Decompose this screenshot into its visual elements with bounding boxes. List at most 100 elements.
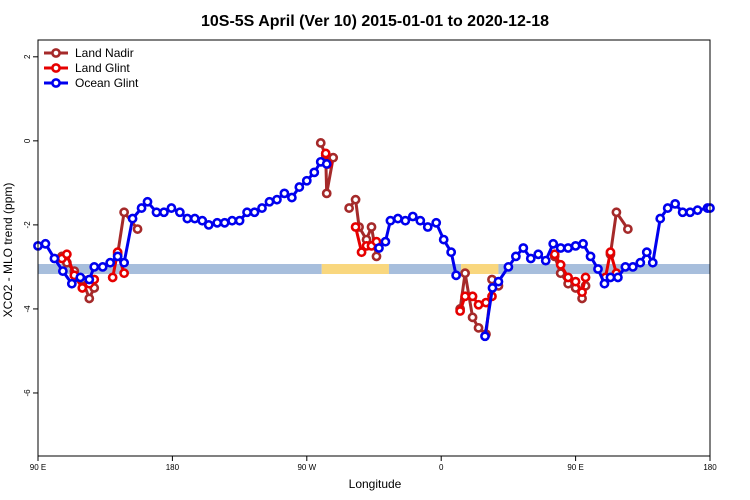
data-point <box>197 215 208 226</box>
data-point <box>371 251 382 262</box>
data-point <box>487 283 498 293</box>
data-point <box>257 203 267 213</box>
legend-entry-label: Land Glint <box>75 61 130 75</box>
data-point <box>142 196 153 207</box>
data-point <box>467 291 478 302</box>
data-point <box>503 262 514 272</box>
data-point <box>84 274 95 285</box>
data-point <box>580 272 591 283</box>
y-axis: 2 0 -2 -4 -6 <box>23 54 38 397</box>
data-point <box>685 207 695 218</box>
data-point <box>49 253 60 264</box>
data-point <box>670 198 681 209</box>
data-point <box>620 262 631 272</box>
band-segment-1 <box>321 264 389 275</box>
data-point <box>182 213 193 224</box>
data-point <box>446 247 457 258</box>
data-point <box>577 287 587 298</box>
data-point <box>593 264 603 274</box>
data-point <box>415 215 426 226</box>
legend-swatch-marker <box>51 63 61 73</box>
data-point <box>264 196 275 207</box>
data-point <box>407 211 418 222</box>
data-point <box>219 217 230 228</box>
data-point <box>75 272 86 283</box>
data-point <box>309 167 320 178</box>
data-point <box>66 278 77 289</box>
series-layer <box>33 138 715 342</box>
legend-swatch-marker <box>51 78 61 88</box>
data-point <box>525 253 536 264</box>
y-tick-label: -4 <box>23 305 32 313</box>
data-point <box>627 262 638 272</box>
x-tick-label: 90 W <box>297 463 316 472</box>
x-tick-label: 90 E <box>30 463 46 472</box>
data-point <box>578 238 588 249</box>
data-point <box>555 243 566 253</box>
data-point <box>374 243 384 253</box>
data-point <box>605 272 616 283</box>
data-point <box>366 222 377 232</box>
series-ocean-glint <box>33 156 715 342</box>
data-point <box>301 175 312 186</box>
data-point <box>622 224 633 234</box>
data-point <box>119 268 130 279</box>
data-point <box>321 159 332 169</box>
data-point <box>677 207 688 218</box>
data-point <box>166 203 177 213</box>
data-point <box>279 188 290 199</box>
data-point <box>460 268 470 279</box>
data-point <box>455 306 466 316</box>
data-point <box>97 262 108 272</box>
data-point <box>438 234 449 245</box>
data-point <box>518 243 529 253</box>
data-point <box>249 207 260 218</box>
data-point <box>480 331 490 342</box>
data-point <box>57 266 68 277</box>
band-segment-3 <box>461 264 499 275</box>
data-point <box>356 247 367 258</box>
band-segment-2 <box>388 264 462 275</box>
reference-band <box>38 264 710 275</box>
data-point <box>662 203 673 213</box>
data-point <box>400 215 411 226</box>
data-point <box>451 270 462 281</box>
data-point <box>105 257 116 268</box>
legend-swatch-marker <box>51 48 61 58</box>
data-point <box>203 219 214 230</box>
band-segment-4 <box>498 264 710 275</box>
y-tick-label: -6 <box>23 389 32 397</box>
data-point <box>585 251 596 262</box>
data-point <box>613 272 623 283</box>
data-point <box>272 194 282 205</box>
data-point <box>84 293 95 304</box>
data-point <box>174 207 185 218</box>
data-point <box>540 255 551 266</box>
data-point <box>533 249 544 260</box>
data-point <box>344 203 355 213</box>
data-point <box>599 278 610 289</box>
data-point <box>286 192 297 203</box>
data-point <box>392 213 403 224</box>
data-point <box>112 251 123 262</box>
data-point <box>555 259 566 270</box>
data-point <box>647 257 658 268</box>
data-point <box>119 207 130 218</box>
data-point <box>328 152 339 163</box>
data-point <box>692 205 703 216</box>
data-point <box>641 247 652 258</box>
y-tick-label: 2 <box>23 54 32 59</box>
data-point <box>242 207 252 218</box>
y-tick-label: 0 <box>23 138 32 143</box>
plot-frame <box>37 39 711 457</box>
data-point <box>570 240 581 251</box>
data-point <box>548 238 559 249</box>
data-point <box>321 188 332 199</box>
data-point <box>294 182 305 192</box>
data-point <box>315 138 326 148</box>
x-tick-label: 180 <box>166 463 180 472</box>
legend-entry-label: Ocean Glint <box>75 76 139 90</box>
data-point <box>422 222 433 232</box>
data-point <box>350 222 361 232</box>
